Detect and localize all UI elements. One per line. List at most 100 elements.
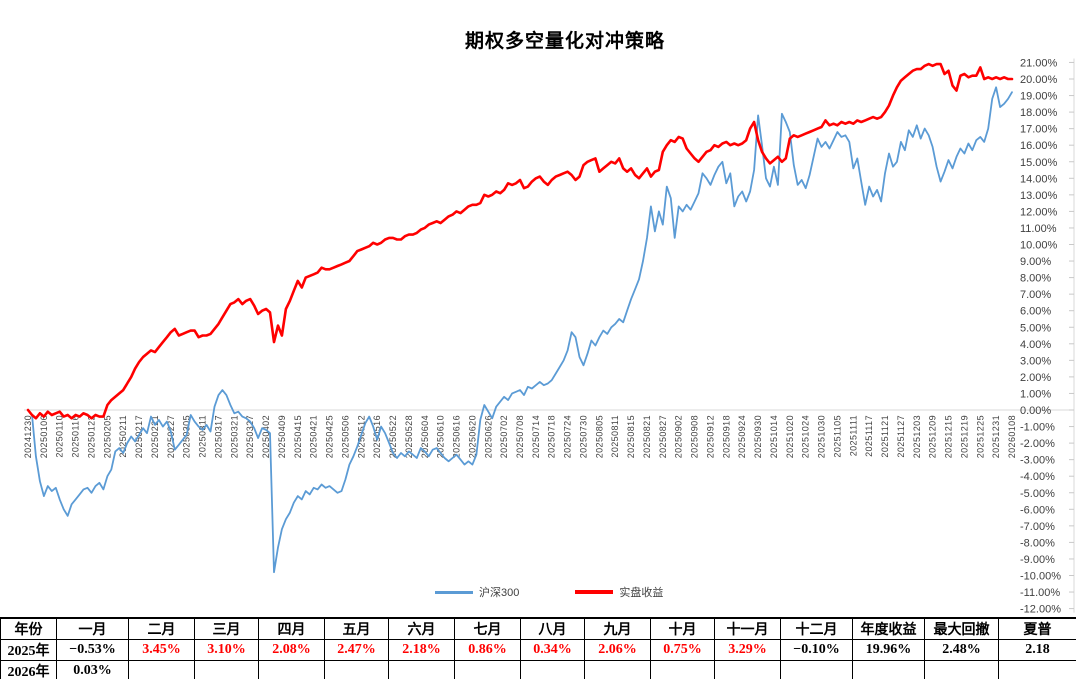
y-axis-label: 17.00%: [1020, 124, 1058, 136]
x-axis-label: 20260108: [1007, 415, 1017, 458]
x-axis-label: 20251117: [864, 415, 874, 457]
y-axis-label: -2.00%: [1020, 438, 1055, 450]
x-axis-label: 20250912: [706, 415, 716, 458]
y-axis-label: 16.00%: [1020, 140, 1058, 152]
y-axis-label: 9.00%: [1020, 256, 1051, 268]
table-header-cell: 最大回撤: [924, 617, 999, 640]
table-header-cell: 十一月: [714, 617, 781, 640]
table-header-cell: 年份: [0, 617, 57, 640]
y-axis-label: 19.00%: [1020, 91, 1058, 103]
x-axis-label: 20250610: [436, 415, 446, 458]
table-header-cell: 十二月: [780, 617, 853, 640]
x-axis-label: 20250506: [340, 415, 350, 458]
value-cell: 3.29%: [714, 639, 781, 661]
x-axis-label: 20250522: [388, 415, 398, 458]
value-cell: 0.34%: [520, 639, 585, 661]
x-axis-label: 20250217: [134, 415, 144, 458]
y-axis-label: 3.00%: [1020, 355, 1051, 367]
strategy-series-line: [26, 62, 1014, 420]
x-axis-label: 20250924: [737, 415, 747, 458]
y-axis-label: -5.00%: [1020, 488, 1055, 500]
line-chart-canvas: 21.00% 20.00% 19.00% 18.00% 17.00% 16.00% 15.0…: [23, 57, 1075, 614]
x-axis-label: 20251127: [896, 415, 906, 458]
value-cell: 0.75%: [650, 639, 715, 661]
value-cell: [520, 660, 585, 679]
x-axis-label: 20250821: [642, 415, 652, 458]
x-axis-label: 20251231: [991, 415, 1001, 458]
value-cell: [852, 660, 925, 679]
y-axis-label: -9.00%: [1020, 554, 1055, 566]
x-axis-label: 20250626: [483, 415, 493, 458]
value-cell: 2.47%: [324, 639, 389, 661]
value-cell: [998, 660, 1076, 679]
x-axis-label: 20251014: [769, 415, 779, 458]
chart-legend: 沪深300 实盘收益: [435, 584, 663, 600]
x-axis-label: 20251111: [848, 415, 858, 456]
value-cell: 2.06%: [584, 639, 651, 661]
x-axis-label: 20251030: [817, 415, 827, 458]
year-cell: 2025年: [0, 639, 57, 661]
x-axis-label: 20250724: [563, 415, 573, 458]
y-axis-label: -6.00%: [1020, 504, 1055, 516]
y-axis-label: 21.00%: [1020, 57, 1058, 69]
table-row: 2025年 −0.53% 3.45% 3.10% 2.08% 2.47% 2.18% 0.86…: [0, 639, 1076, 661]
value-cell: [714, 660, 781, 679]
x-axis-label: 20241230: [23, 415, 33, 458]
value-cell: −0.53%: [56, 639, 129, 661]
chart-title: 期权多空量化对冲策略: [464, 31, 665, 52]
y-axis-label: 13.00%: [1020, 190, 1058, 202]
y-axis-label: -3.00%: [1020, 455, 1055, 467]
table-header-cell: 三月: [194, 617, 259, 640]
x-axis-label: 20250415: [293, 415, 303, 458]
x-axis-label: 20250902: [674, 415, 684, 458]
value-cell: 19.96%: [852, 639, 925, 661]
x-axis-label: 20250714: [531, 415, 541, 458]
value-cell: [324, 660, 389, 679]
x-axis-label: 20250116: [71, 415, 81, 458]
y-axis-label: 7.00%: [1020, 289, 1051, 301]
table-header-cell: 七月: [454, 617, 521, 640]
legend-label-strategy: 实盘收益: [619, 587, 664, 599]
x-axis-label: 20250604: [420, 415, 430, 458]
x-axis-label: 20250321: [229, 415, 239, 458]
value-cell: 3.45%: [128, 639, 195, 661]
x-axis-label: 20250918: [721, 415, 731, 458]
x-axis-label: 20250227: [166, 415, 176, 458]
x-axis-label: 20250221: [150, 415, 160, 458]
x-axis-label: 20250805: [594, 415, 604, 458]
table-header-cell: 四月: [258, 617, 325, 640]
x-axis-label: 20250528: [404, 415, 414, 458]
value-cell: [650, 660, 715, 679]
x-axis-label: 20250620: [467, 415, 477, 458]
csi300-series-line: [27, 86, 1013, 574]
value-cell: [388, 660, 455, 679]
y-axis-label: 8.00%: [1020, 273, 1051, 285]
x-axis-label: 20251203: [912, 415, 922, 458]
x-axis-label: 20250311: [198, 415, 208, 458]
x-axis-label: 20250908: [690, 415, 700, 458]
table-header-row: 年份 一月 二月 三月 四月 五月 六月 七月 八月 九月 十月 十一月 十二月 年度收益 最大回撤 夏普: [0, 617, 1076, 640]
x-axis-label: 20250122: [87, 415, 97, 458]
x-axis-label: 20250616: [452, 415, 462, 458]
x-axis-label: 20250930: [753, 415, 763, 458]
y-axis-label: -1.00%: [1020, 422, 1055, 434]
year-cell: 2026年: [0, 660, 57, 679]
x-axis-label: 20251020: [785, 415, 795, 458]
x-axis-label: 20251225: [975, 415, 985, 458]
x-axis-label: 20250110: [55, 415, 65, 458]
legend-label-csi300: 沪深300: [479, 587, 520, 599]
y-axis-label: 15.00%: [1020, 157, 1058, 169]
x-axis-label: 20250702: [499, 415, 509, 458]
value-cell: [258, 660, 325, 679]
y-axis-label: 2.00%: [1020, 372, 1051, 384]
y-axis-label: 5.00%: [1020, 322, 1051, 334]
x-axis-label: 20250815: [626, 415, 636, 458]
monthly-returns-table: 年份 一月 二月 三月 四月 五月 六月 七月 八月 九月 十月 十一月 十二月 年度收益 最大回撤 夏普 20…: [0, 617, 1076, 679]
x-axis-label: 20251024: [801, 415, 811, 458]
x-axis-label: 20250827: [658, 415, 668, 458]
x-axis-label: 20251105: [832, 415, 842, 458]
x-axis-label: 20250409: [277, 415, 287, 458]
y-axis-label: 0.00%: [1020, 405, 1051, 417]
y-axis-label: -7.00%: [1020, 521, 1055, 533]
